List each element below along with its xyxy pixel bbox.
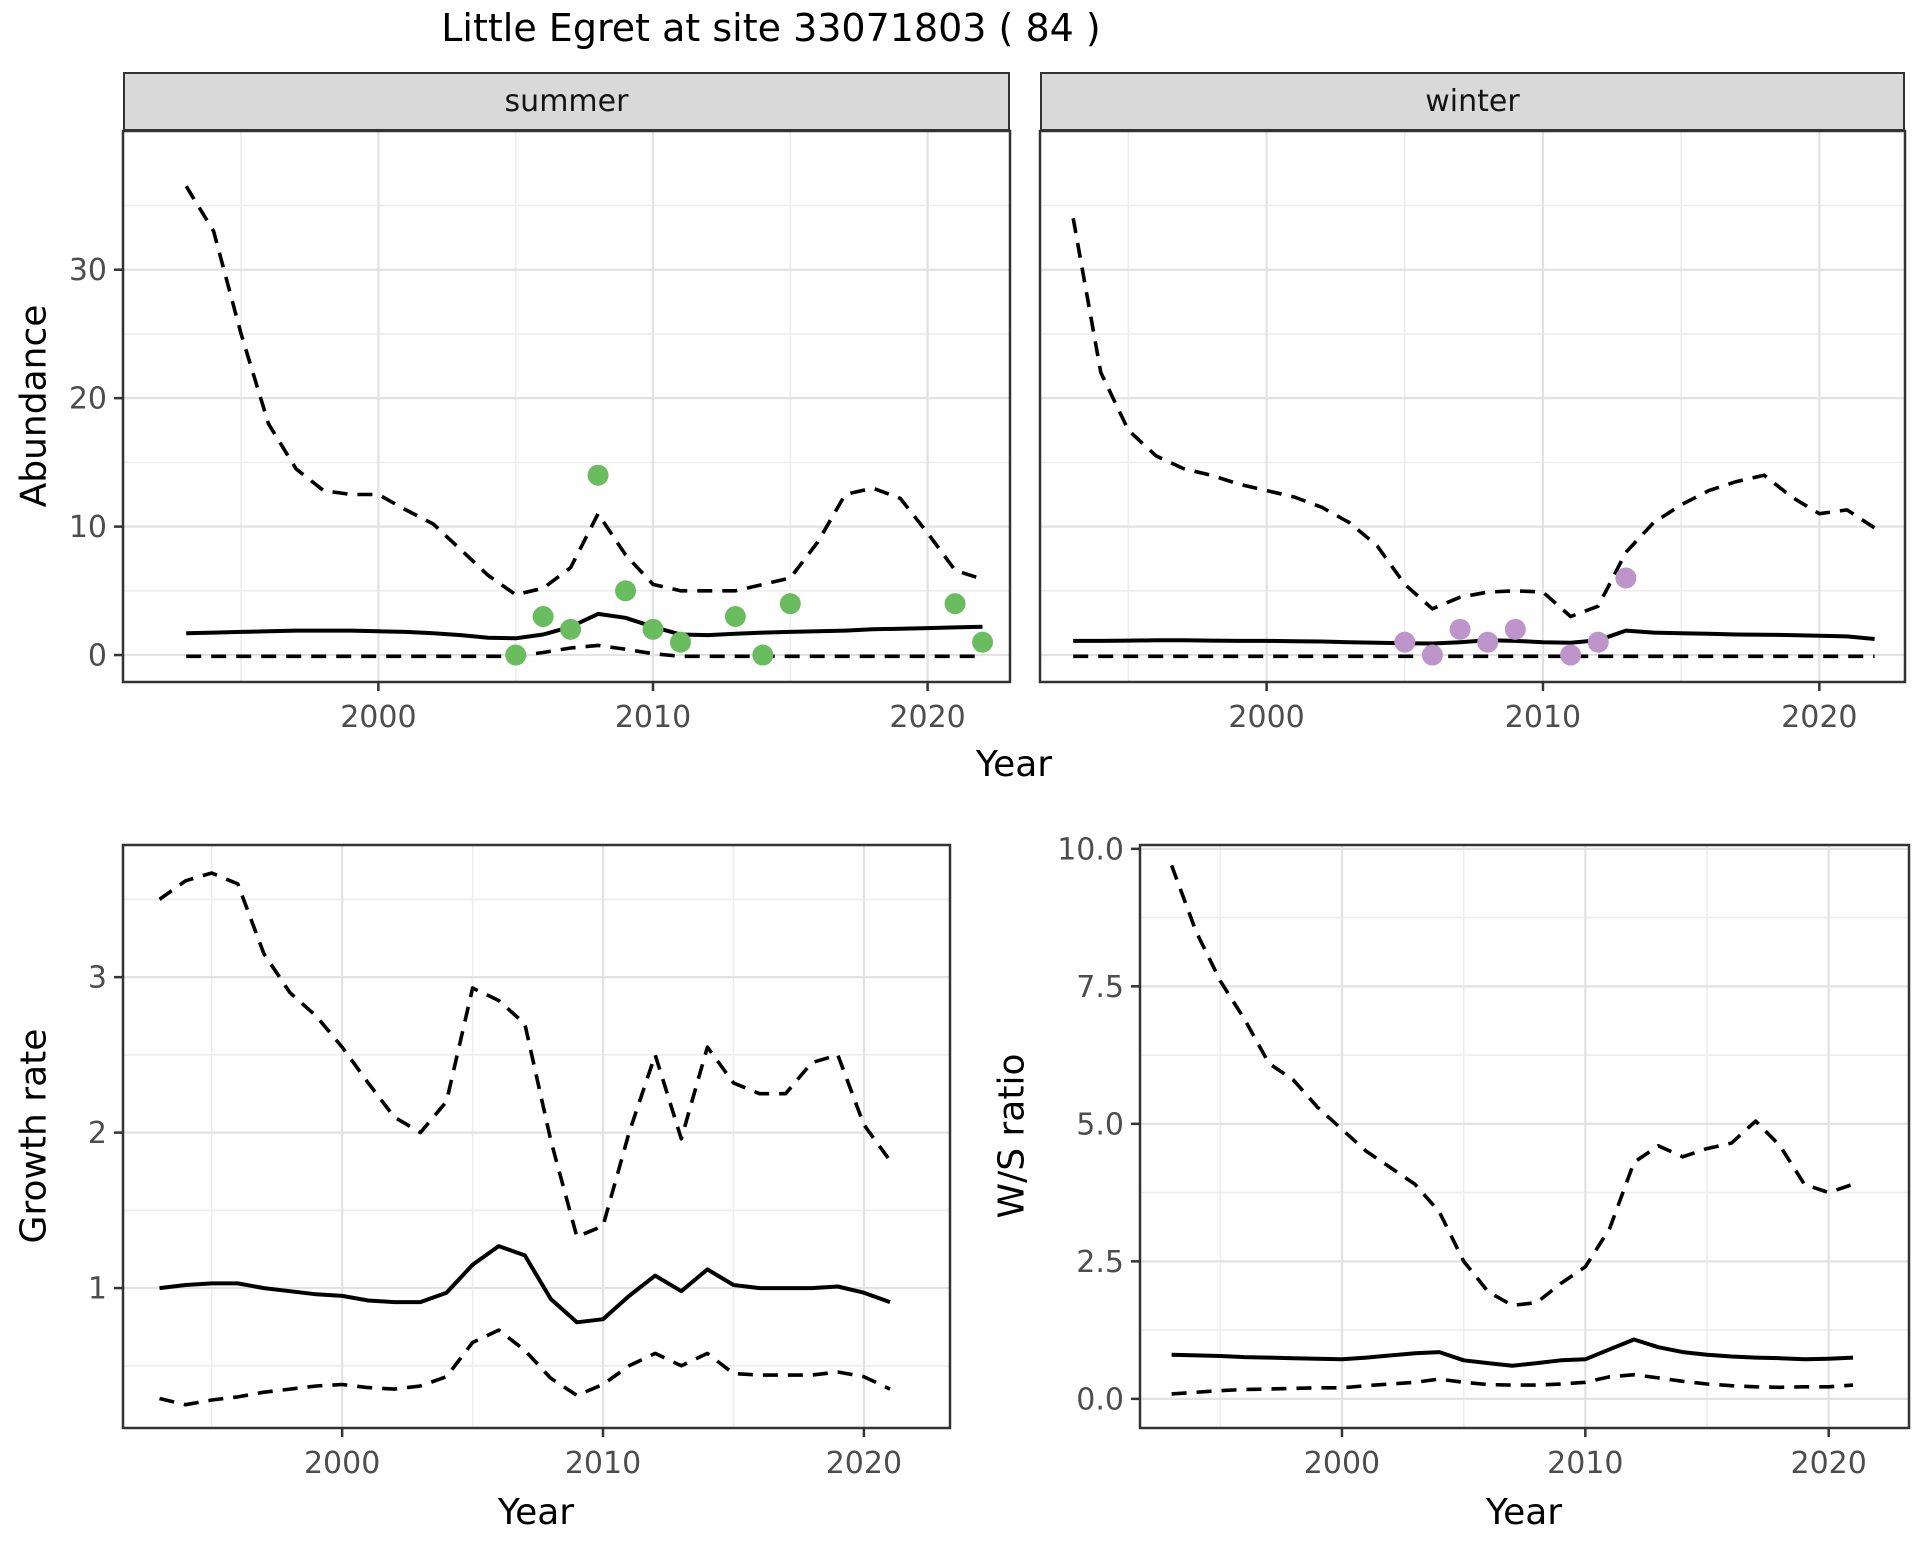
y-axis-title-growth-rate: Growth rate xyxy=(13,1028,55,1244)
y-axis-title-ws-ratio: W/S ratio xyxy=(991,1053,1033,1219)
data-point-abundance_winter xyxy=(1560,644,1582,666)
y-tick-label: 10.0 xyxy=(1057,832,1124,867)
facet-strip-summer: summer xyxy=(123,72,1010,131)
y-tick-label: 7.5 xyxy=(1076,970,1124,1005)
series-upper_ci-abundance_winter xyxy=(1071,217,1876,619)
data-point-abundance_winter xyxy=(1615,567,1637,589)
x-axis-title-year-top: Year xyxy=(975,744,1053,785)
data-point-abundance_summer xyxy=(724,605,746,627)
panel-border-abundance_summer xyxy=(121,129,1012,684)
y-tick-label: 20 xyxy=(69,382,107,417)
plot-title: Little Egret at site 33071803 ( 84 ) xyxy=(441,6,1101,50)
data-point-abundance_winter xyxy=(1504,618,1526,640)
series-median-abundance_winter xyxy=(1073,628,1875,646)
x-axis-title-year-bottom-right: Year xyxy=(1485,1492,1563,1533)
series-upper_ci-ws_ratio xyxy=(1169,864,1854,1308)
y-tick-label: 2 xyxy=(88,1116,107,1151)
data-point-abundance_summer xyxy=(587,464,609,486)
panel-background-abundance_winter xyxy=(1040,131,1905,682)
x-tick-label: 2020 xyxy=(1781,700,1857,735)
x-tick-label: 2000 xyxy=(1228,700,1304,735)
data-point-abundance_summer xyxy=(779,593,801,615)
data-point-abundance_winter xyxy=(1587,631,1609,653)
panel-background-growth_rate xyxy=(123,845,950,1428)
series-upper_ci-growth_rate xyxy=(158,871,892,1239)
y-tick-label: 3 xyxy=(88,961,107,996)
x-tick-label: 2000 xyxy=(1304,1446,1380,1481)
series-lower_ci-ws_ratio xyxy=(1171,1372,1854,1396)
y-tick-label: 1 xyxy=(88,1272,107,1307)
x-tick-label: 2020 xyxy=(1791,1446,1867,1481)
data-point-abundance_summer xyxy=(560,618,582,640)
x-tick-label: 2020 xyxy=(826,1446,902,1481)
y-tick-label: 10 xyxy=(69,510,107,545)
data-point-abundance_summer xyxy=(669,631,691,653)
x-tick-label: 2000 xyxy=(304,1446,380,1481)
panel-background-abundance_summer xyxy=(123,131,1010,682)
x-tick-label: 2010 xyxy=(565,1446,641,1481)
series-median-growth_rate xyxy=(159,1244,891,1325)
data-point-abundance_summer xyxy=(615,580,637,602)
series-lower_ci-abundance_summer xyxy=(186,643,983,659)
data-point-abundance_summer xyxy=(532,605,554,627)
y-tick-label: 30 xyxy=(69,253,107,288)
x-tick-label: 2010 xyxy=(1547,1446,1623,1481)
facet-strip-winter-label: winter xyxy=(1425,84,1520,119)
x-tick-label: 2020 xyxy=(889,700,965,735)
panel-background-ws_ratio xyxy=(1140,845,1909,1428)
data-point-abundance_winter xyxy=(1477,631,1499,653)
y-tick-label: 5.0 xyxy=(1076,1107,1124,1142)
x-tick-label: 2010 xyxy=(1505,700,1581,735)
x-axis-title-year-bottom-left: Year xyxy=(497,1492,575,1533)
data-point-abundance_winter xyxy=(1394,631,1416,653)
series-median-ws_ratio xyxy=(1171,1337,1854,1368)
panel-border-abundance_winter xyxy=(1038,129,1907,684)
y-tick-label: 0.0 xyxy=(1076,1382,1124,1417)
data-point-abundance_summer xyxy=(972,631,994,653)
data-point-abundance_summer xyxy=(505,644,527,666)
data-point-abundance_winter xyxy=(1421,644,1443,666)
panel-border-growth_rate xyxy=(121,843,952,1430)
x-tick-label: 2000 xyxy=(340,700,416,735)
y-axis-title-abundance: Abundance xyxy=(13,304,55,508)
series-lower_ci-growth_rate xyxy=(159,1328,891,1407)
series-upper_ci-abundance_summer xyxy=(184,185,984,597)
data-point-abundance_summer xyxy=(642,618,664,640)
data-point-abundance_summer xyxy=(752,644,774,666)
facet-strip-summer-label: summer xyxy=(504,84,629,119)
y-tick-label: 2.5 xyxy=(1076,1245,1124,1280)
series-median-abundance_summer xyxy=(186,611,983,641)
facet-strip-winter: winter xyxy=(1040,72,1905,131)
x-tick-label: 2010 xyxy=(615,700,691,735)
panel-border-ws_ratio xyxy=(1138,843,1911,1430)
data-point-abundance_summer xyxy=(944,593,966,615)
y-tick-label: 0 xyxy=(88,639,107,674)
data-point-abundance_winter xyxy=(1449,618,1471,640)
